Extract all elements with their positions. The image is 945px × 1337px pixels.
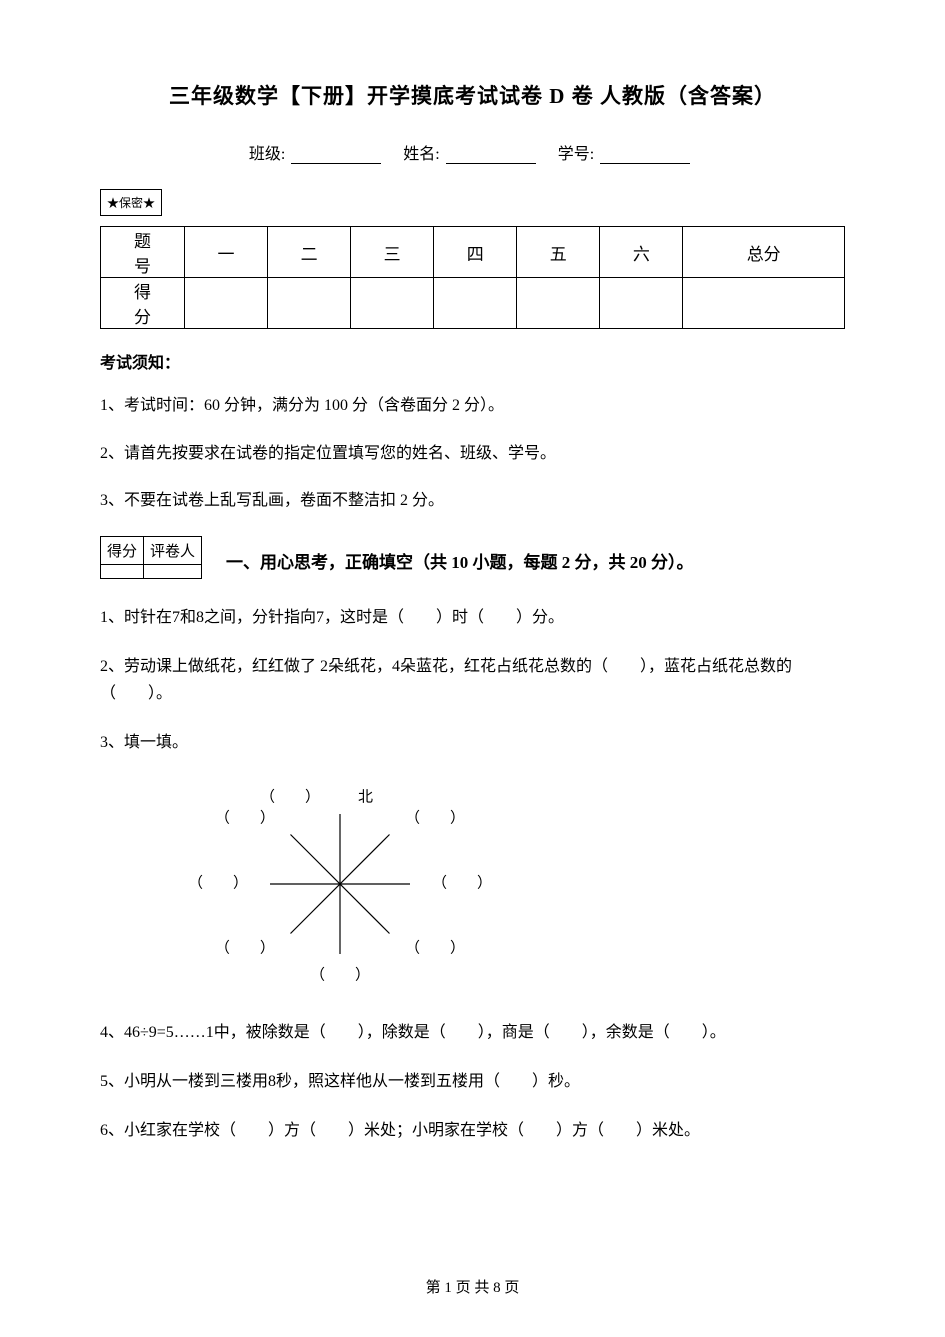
score-cell[interactable] <box>517 278 600 329</box>
section-header-row: 得分 评卷人 一、用心思考，正确填空（共 10 小题，每题 2 分，共 20 分… <box>100 536 845 579</box>
question-6: 6、小红家在学校（ ）方（ ）米处；小明家在学校（ ）方（ ）米处。 <box>100 1117 845 1144</box>
col-header: 四 <box>434 227 517 278</box>
name-blank[interactable] <box>446 163 536 164</box>
class-blank[interactable] <box>291 163 381 164</box>
svg-text:（ ）: （ ） <box>432 874 492 891</box>
question-1: 1、时针在7和8之间，分针指向7，这时是（ ）时（ ）分。 <box>100 604 845 631</box>
svg-text:（ ）: （ ） <box>310 966 370 983</box>
col-header: 二 <box>268 227 351 278</box>
table-row: 得 分 <box>101 278 845 329</box>
grader-cell[interactable] <box>144 564 202 578</box>
svg-text:（ ）: （ ） <box>405 809 465 826</box>
grade-cell[interactable] <box>101 564 144 578</box>
col-header: 总分 <box>683 227 845 278</box>
compass-svg: 北 （ ） （ ） （ ） （ ） （ ） （ ） （ ） （ ） <box>180 779 500 989</box>
col-header: 一 <box>185 227 268 278</box>
grader-label: 评卷人 <box>144 536 202 564</box>
svg-text:（ ）: （ ） <box>188 874 248 891</box>
col-header: 三 <box>351 227 434 278</box>
row-label: 得 分 <box>101 278 185 329</box>
score-cell[interactable] <box>351 278 434 329</box>
id-label: 学号: <box>558 146 594 163</box>
question-2: 2、劳动课上做纸花，红红做了 2朵纸花，4朵蓝花，红花占纸花总数的（ ），蓝花占… <box>100 653 845 707</box>
secret-tag: ★保密★ <box>100 189 162 216</box>
id-blank[interactable] <box>600 163 690 164</box>
col-header: 六 <box>600 227 683 278</box>
notice-item: 3、不要在试卷上乱写乱画，卷面不整洁扣 2 分。 <box>100 488 845 514</box>
question-4: 4、46÷9=5……1中，被除数是（ ），除数是（ ），商是（ ），余数是（ ）… <box>100 1019 845 1046</box>
question-3: 3、填一填。 <box>100 729 845 756</box>
grade-label: 得分 <box>101 536 144 564</box>
student-info-line: 班级: 姓名: 学号: <box>100 140 845 164</box>
score-cell[interactable] <box>683 278 845 329</box>
score-table: 题 号 一 二 三 四 五 六 总分 得 分 <box>100 226 845 329</box>
name-label: 姓名: <box>403 146 439 163</box>
notice-item: 1、考试时间：60 分钟，满分为 100 分（含卷面分 2 分）。 <box>100 393 845 419</box>
score-cell[interactable] <box>185 278 268 329</box>
col-header: 五 <box>517 227 600 278</box>
svg-text:（ ）: （ ） <box>405 939 465 956</box>
svg-text:（ ）: （ ） <box>215 939 275 956</box>
score-cell[interactable] <box>268 278 351 329</box>
svg-text:（ ）: （ ） <box>260 788 320 805</box>
svg-text:北: 北 <box>358 788 373 805</box>
exam-title: 三年级数学【下册】开学摸底考试试卷 D 卷 人教版（含答案） <box>100 80 845 110</box>
page-footer: 第 1 页 共 8 页 <box>0 1276 945 1297</box>
section-heading: 一、用心思考，正确填空（共 10 小题，每题 2 分，共 20 分）。 <box>226 548 694 579</box>
notice-title: 考试须知： <box>100 349 845 373</box>
score-cell[interactable] <box>600 278 683 329</box>
score-cell[interactable] <box>434 278 517 329</box>
class-label: 班级: <box>249 146 285 163</box>
svg-text:（ ）: （ ） <box>215 809 275 826</box>
question-5: 5、小明从一楼到三楼用8秒，照这样他从一楼到五楼用（ ）秒。 <box>100 1068 845 1095</box>
row-label: 题 号 <box>101 227 185 278</box>
grader-box: 得分 评卷人 <box>100 536 202 579</box>
table-row: 题 号 一 二 三 四 五 六 总分 <box>101 227 845 278</box>
compass-diagram: 北 （ ） （ ） （ ） （ ） （ ） （ ） （ ） （ ） <box>180 779 845 994</box>
notice-item: 2、请首先按要求在试卷的指定位置填写您的姓名、班级、学号。 <box>100 441 845 467</box>
